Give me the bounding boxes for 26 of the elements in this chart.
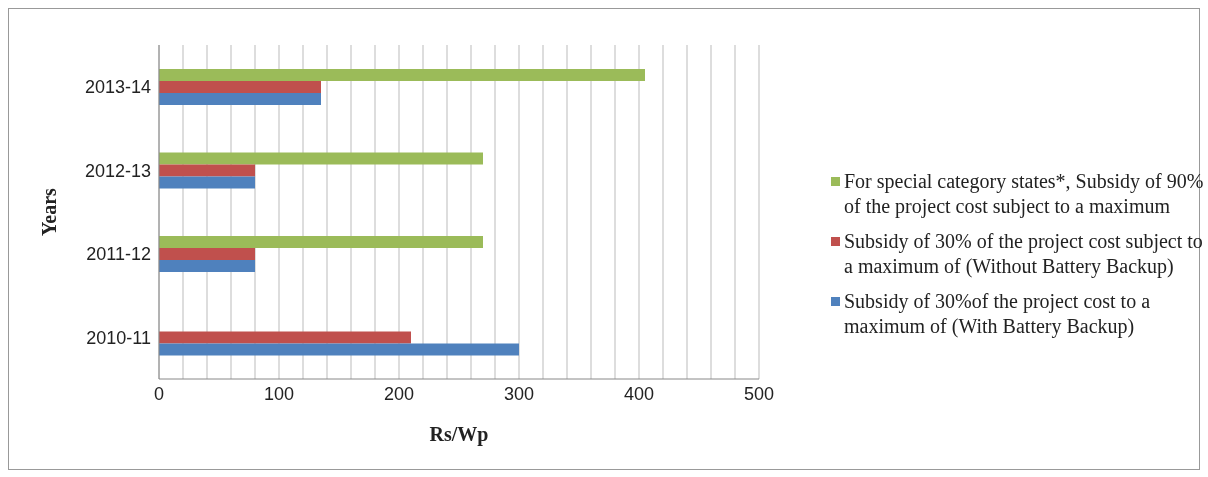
- bar: [159, 343, 519, 356]
- bar: [159, 331, 411, 344]
- x-tick-label: 500: [743, 383, 775, 404]
- legend-label: Subsidy of 30%of the project cost to a maximum of (With Battery Backup): [844, 289, 1152, 339]
- bar: [159, 152, 483, 165]
- bar: [159, 164, 255, 177]
- bar: [159, 248, 255, 260]
- x-axis-title: Rs/Wp: [429, 423, 489, 446]
- legend-label: For special category states*, Subsidy of 90% of the project cost subject to a maximum: [844, 169, 1205, 219]
- y-tick-label: 2012-13: [84, 160, 151, 181]
- x-tick-label: 400: [623, 383, 655, 404]
- y-tick-label: 2013-14: [84, 77, 151, 98]
- bar: [159, 69, 645, 81]
- x-tick-label: 0: [153, 383, 165, 404]
- bar: [159, 260, 255, 272]
- bar: [159, 81, 321, 93]
- x-tick-label: 200: [383, 383, 415, 404]
- x-tick-label: 100: [263, 383, 295, 404]
- bar: [159, 93, 321, 105]
- legend-label: Subsidy of 30% of the project cost subject to a maximum of (Without Battery Backup): [844, 229, 1204, 279]
- bar: [159, 176, 255, 189]
- x-tick-label: 300: [503, 383, 535, 404]
- y-tick-label: 2010-11: [86, 327, 151, 348]
- y-axis-title: Years: [38, 187, 61, 236]
- y-tick-label: 2011-12: [86, 244, 151, 265]
- bar: [159, 236, 483, 248]
